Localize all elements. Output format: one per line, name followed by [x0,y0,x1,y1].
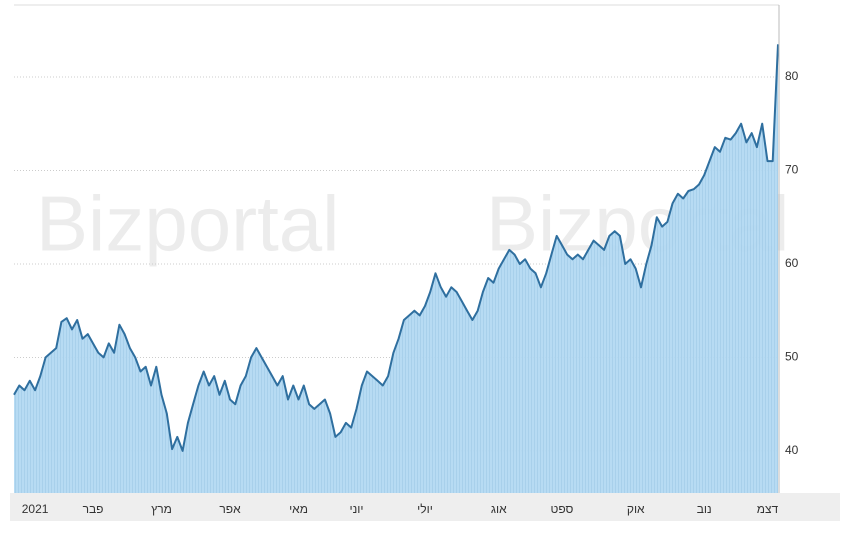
x-tick-label: מרץ [151,502,172,516]
plot [13,44,779,494]
y-tick-label: 50 [785,350,799,364]
x-tick-label: מאי [289,502,308,516]
x-tick-label: פבר [83,502,104,516]
x-tick-label: יוני [349,502,363,516]
x-tick-label: אוק [627,502,645,516]
x-tick-label: אוג [491,502,507,516]
y-tick-label: 70 [785,163,799,177]
y-tick-label: 80 [785,69,799,83]
line [13,44,779,452]
x-tick-label: אפר [219,502,241,516]
x-tick-label: ספט [551,502,574,516]
watermark: Bizportal [36,180,339,268]
area [14,44,778,494]
x-tick-label: דצמ [757,502,779,516]
y-tick-label: 60 [785,256,799,270]
x-axis-band [10,493,840,521]
x-tick-label: נוב [697,502,712,516]
x-tick-label: 2021 [22,502,49,516]
x-tick-label: יולי [417,502,433,516]
y-tick-label: 40 [785,443,799,457]
